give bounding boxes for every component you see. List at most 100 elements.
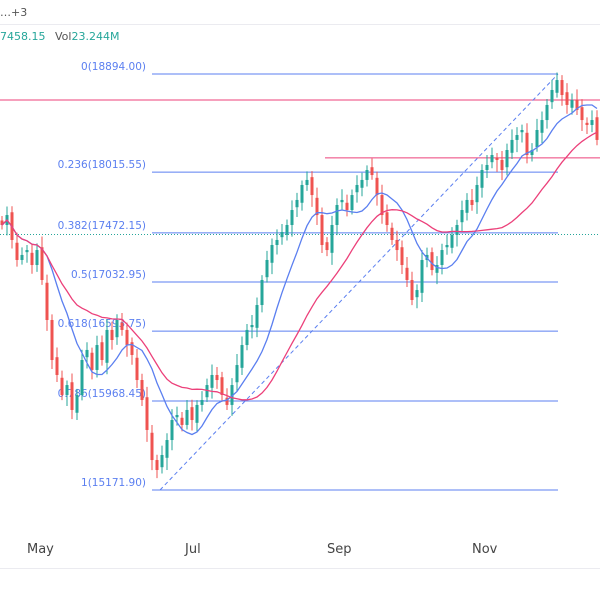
candle-body: [590, 120, 594, 125]
x-axis-tick-label: Nov: [472, 542, 498, 557]
candle-body: [540, 120, 544, 133]
candle-body: [460, 210, 464, 223]
candle-body: [230, 385, 234, 405]
moving-average-fast: [1, 104, 598, 436]
x-axis-tick-label: Jul: [184, 542, 201, 557]
candle-body: [275, 239, 279, 246]
moving-average-slow: [1, 131, 598, 401]
fib-level-label: 0.382(17472.15): [58, 220, 146, 232]
vol-value: 23.244M: [71, 30, 120, 43]
fib-level-label: 0(18894.00): [81, 61, 146, 73]
candle-body: [570, 100, 574, 108]
candle-body: [320, 215, 324, 246]
candle-body: [190, 407, 194, 421]
candle-body: [595, 117, 599, 140]
candle-body: [100, 342, 104, 361]
candle-body: [360, 179, 364, 188]
candle-body: [310, 177, 314, 196]
candle-body: [40, 247, 44, 280]
candle-body: [415, 290, 419, 298]
candle-body: [265, 259, 269, 278]
candle-body: [300, 184, 304, 203]
candle-body: [395, 239, 399, 251]
fib-trend-line: [159, 73, 559, 491]
candle-body: [255, 305, 259, 328]
candle-body: [50, 319, 54, 361]
candle-body: [470, 199, 474, 205]
candle-body: [390, 227, 394, 240]
candle-body: [495, 157, 499, 160]
fib-level-label: 1(15171.90): [81, 477, 146, 489]
candle-body: [505, 150, 509, 168]
candle-body: [305, 179, 309, 185]
candle-body: [330, 224, 334, 253]
candle-body: [555, 80, 559, 93]
candle-body: [440, 250, 444, 266]
candle-body: [215, 374, 219, 381]
candle-body: [280, 232, 284, 238]
candle-body: [60, 377, 64, 395]
candle-body: [335, 204, 339, 225]
candle-body: [575, 100, 579, 110]
candle-body: [130, 342, 134, 355]
candle-body: [200, 400, 204, 405]
candle-body: [585, 122, 589, 125]
candle-body: [120, 322, 124, 330]
candle-body: [20, 254, 24, 260]
candle-body: [420, 259, 424, 293]
fib-level-label: 0.236(18015.55): [58, 159, 146, 171]
candle-body: [240, 345, 244, 368]
candle-body: [110, 329, 114, 341]
x-axis-tick-label: Sep: [327, 542, 352, 557]
candle-body: [160, 455, 164, 468]
candle-body: [445, 245, 449, 248]
candle-body: [400, 247, 404, 266]
candle-body: [520, 129, 524, 133]
candle-body: [80, 360, 84, 395]
candle-body: [95, 345, 99, 370]
candle-body: [380, 195, 384, 216]
candle-body: [500, 159, 504, 171]
candle-body: [530, 150, 534, 156]
header-divider: [0, 24, 600, 25]
vol-label: Vol: [55, 30, 72, 43]
candle-body: [490, 155, 494, 163]
candle-body: [75, 394, 79, 413]
candle-body: [480, 170, 484, 188]
candle-body: [345, 202, 349, 211]
candle-body: [560, 80, 564, 96]
candle-body: [205, 385, 209, 398]
candle-body: [140, 380, 144, 401]
candle-body: [430, 252, 434, 271]
candle-body: [405, 267, 409, 280]
candle-body: [435, 265, 439, 273]
candle-body: [485, 164, 489, 171]
candle-body: [295, 199, 299, 208]
candle-body: [410, 279, 414, 300]
interval-label: …+3: [0, 6, 28, 19]
candle-body: [220, 377, 224, 395]
candle-body: [170, 420, 174, 441]
candle-body: [35, 250, 39, 266]
candle-body: [115, 319, 119, 338]
candle-body: [385, 212, 389, 225]
candle-body: [260, 279, 264, 306]
candle-body: [175, 414, 179, 418]
candle-body: [45, 282, 49, 320]
candle-body: [225, 397, 229, 405]
candle-body: [25, 250, 29, 253]
candle-body: [235, 365, 239, 383]
candle-body: [150, 432, 154, 461]
candle-body: [455, 224, 459, 235]
candle-body: [340, 199, 344, 203]
candle-body: [465, 199, 469, 213]
candle-body: [535, 129, 539, 148]
candle-body: [165, 440, 169, 458]
candle-body: [355, 184, 359, 193]
candle-body: [15, 242, 19, 260]
interval-fragment: +3: [11, 6, 28, 19]
fib-level-label: 0.786(15968.45): [58, 388, 146, 400]
candle-body: [90, 352, 94, 370]
candle-body: [180, 417, 184, 425]
